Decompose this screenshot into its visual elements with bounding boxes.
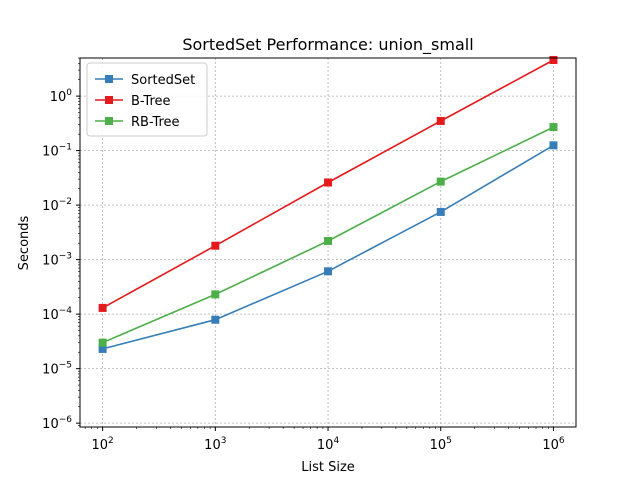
legend-marker-rb-tree (105, 117, 113, 125)
x-tick-label: 102 (91, 436, 113, 453)
data-point-b-tree (549, 55, 558, 64)
y-axis: 10−6 10−5 10−4 10−3 10−2 10−1 100 (42, 57, 80, 432)
x-tick-label: 104 (317, 436, 340, 453)
data-point-b-tree (98, 303, 107, 312)
legend: SortedSet B-Tree RB-Tree (86, 62, 208, 137)
data-point-rb-tree (549, 123, 558, 132)
data-point-sortedset (324, 267, 333, 276)
y-tick-label: 10−3 (42, 252, 72, 269)
legend-box (86, 62, 208, 137)
legend-label-sortedset: SortedSet (131, 73, 195, 88)
series-layer (98, 55, 558, 353)
y-tick-label: 10−2 (42, 197, 72, 214)
legend-marker-b-tree (105, 96, 113, 104)
chart-title: SortedSet Performance: union_small (182, 35, 473, 55)
data-point-rb-tree (211, 290, 220, 299)
data-point-b-tree (211, 241, 220, 250)
x-tick-label: 106 (542, 436, 565, 453)
y-tick-label: 10−6 (42, 415, 72, 432)
x-axis: 102 103 104 105 106 (84, 427, 565, 453)
x-tick-label: 105 (430, 436, 452, 453)
data-point-rb-tree (98, 338, 107, 347)
data-point-b-tree (436, 116, 445, 125)
data-point-rb-tree (324, 236, 333, 245)
data-point-sortedset (98, 344, 107, 353)
y-tick-label: 10−1 (42, 143, 72, 160)
y-axis-label: Seconds (17, 215, 32, 270)
data-point-sortedset (549, 141, 558, 150)
legend-marker-sortedset (105, 75, 113, 83)
data-point-sortedset (436, 207, 445, 216)
data-point-rb-tree (436, 177, 445, 186)
y-tick-label: 10−4 (42, 306, 72, 323)
data-point-b-tree (324, 178, 333, 187)
y-tick-label: 10−5 (42, 361, 72, 378)
y-tick-label: 100 (50, 88, 73, 105)
x-axis-label: List Size (301, 460, 355, 475)
data-point-sortedset (211, 315, 220, 324)
legend-label-rb-tree: RB-Tree (131, 115, 180, 130)
legend-label-b-tree: B-Tree (131, 94, 171, 109)
x-tick-label: 103 (204, 436, 226, 453)
